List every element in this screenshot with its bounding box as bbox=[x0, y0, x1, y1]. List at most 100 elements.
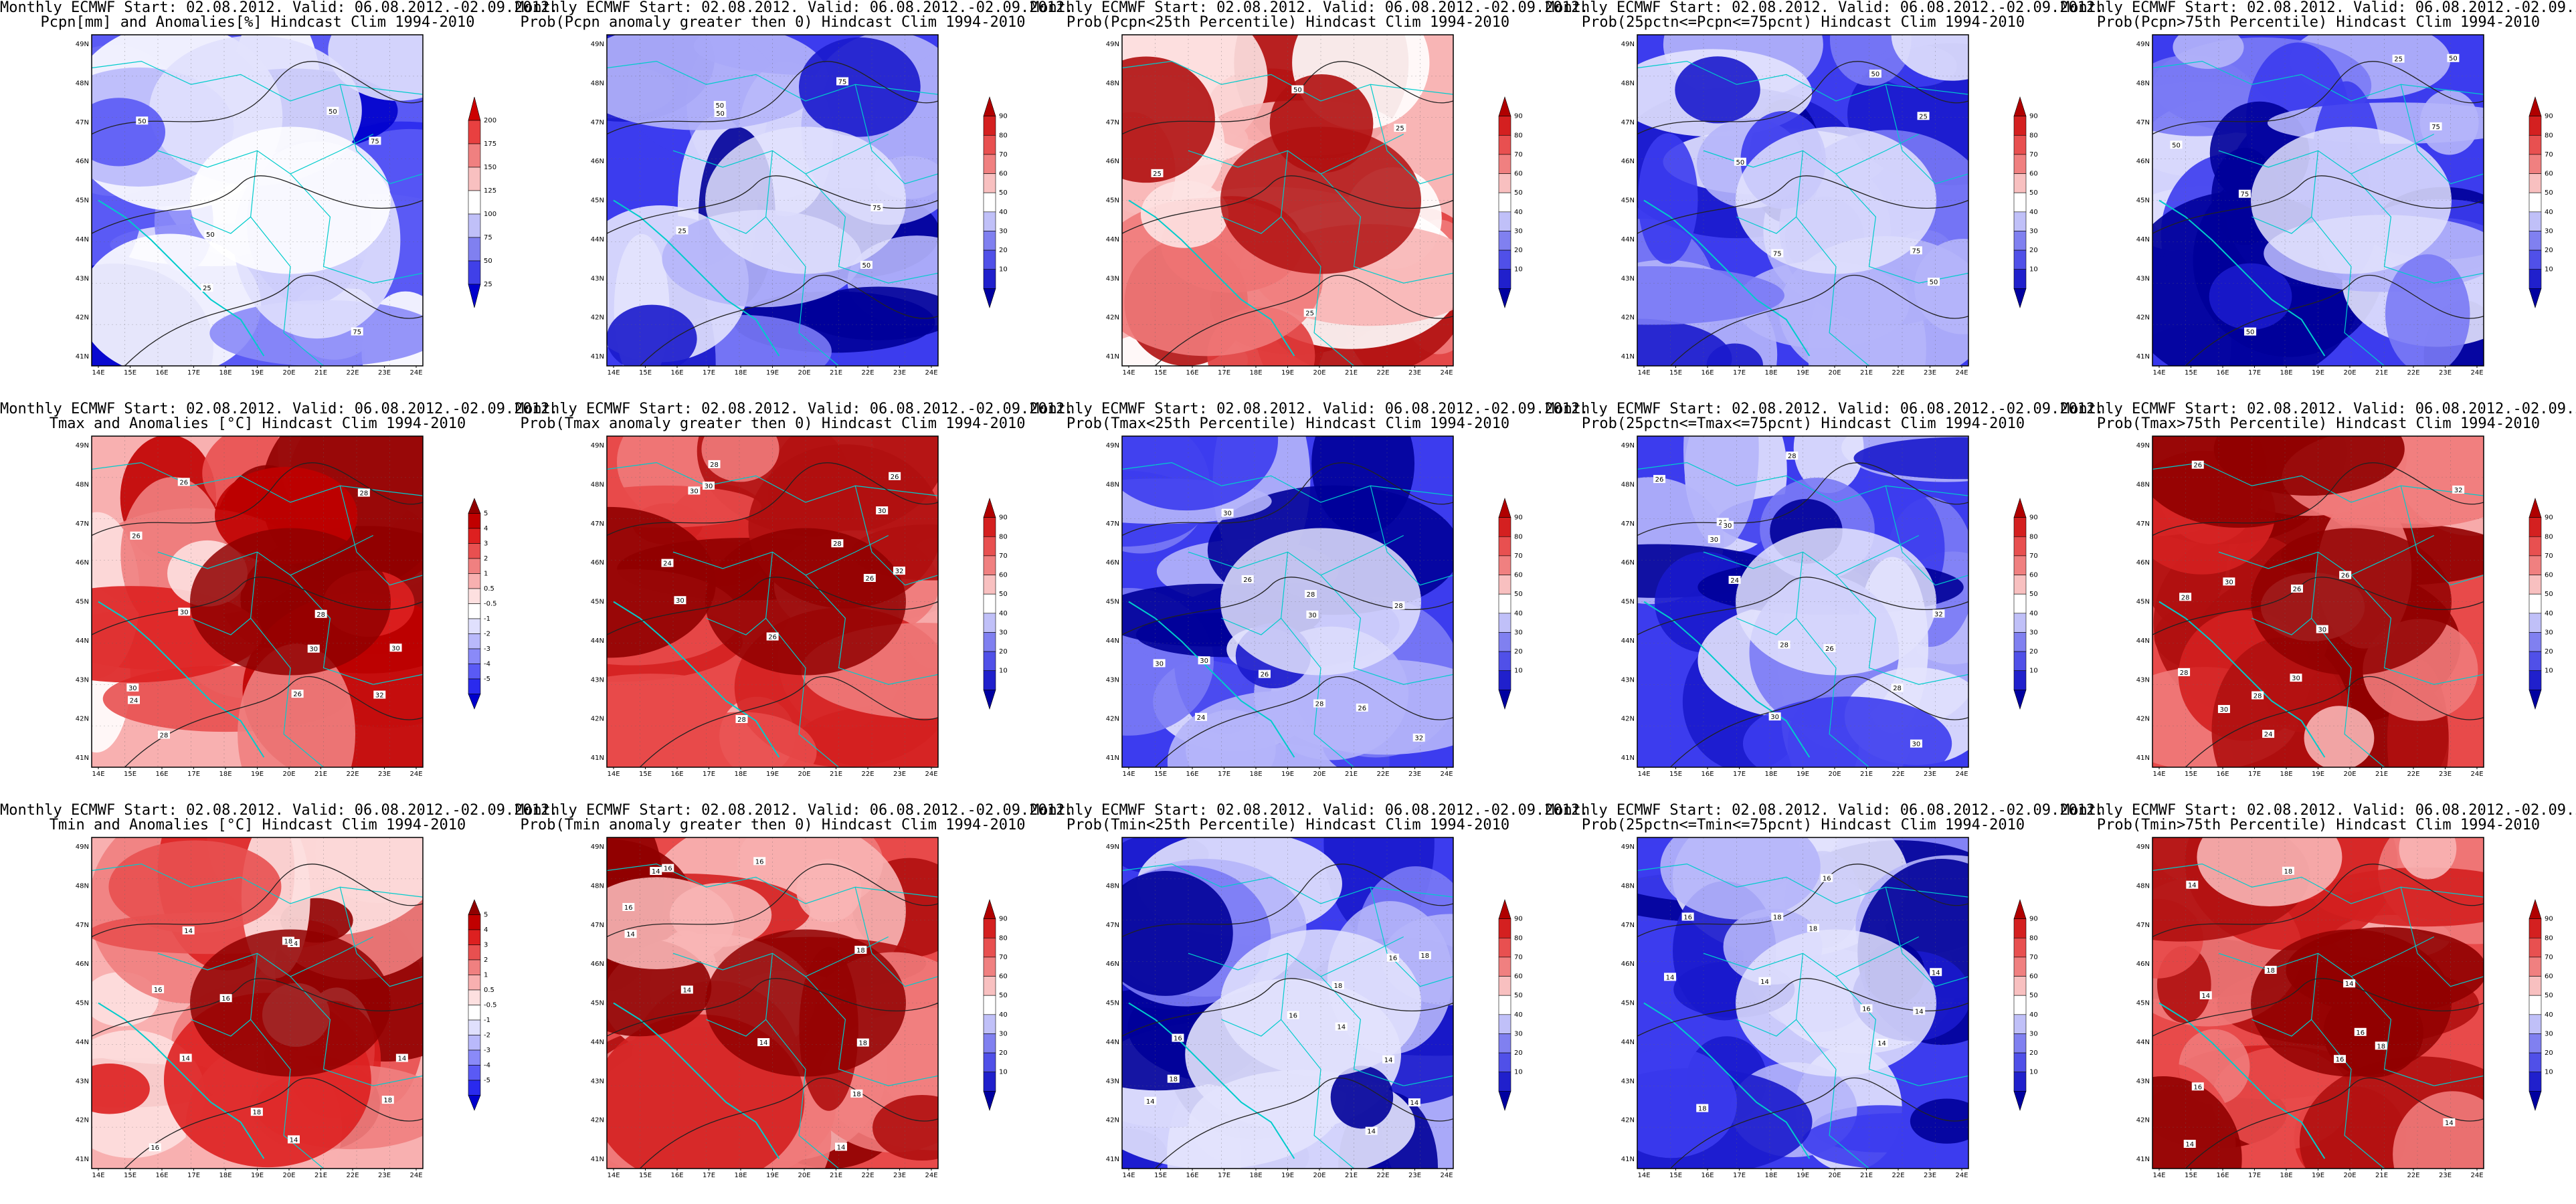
colorbar-segment bbox=[1498, 670, 1511, 690]
colorbar-label: 40 bbox=[1514, 209, 1523, 216]
lon-tick-label: 23E bbox=[378, 771, 391, 778]
lon-tick-label: 22E bbox=[346, 1172, 359, 1179]
colorbar-label: 5 bbox=[484, 510, 488, 518]
contour-label: 14 bbox=[757, 1038, 770, 1047]
contour-label: 26 bbox=[1823, 643, 1836, 653]
svg-text:14: 14 bbox=[837, 1144, 846, 1151]
border-line bbox=[1736, 617, 1797, 635]
contour-label: 14 bbox=[1875, 1039, 1888, 1047]
colorbar-label: 60 bbox=[2545, 572, 2553, 579]
contour-label: 26 bbox=[2339, 571, 2352, 580]
colorbar-label: 50 bbox=[2545, 591, 2553, 598]
svg-text:75: 75 bbox=[1773, 251, 1782, 258]
lon-tick-label: 21E bbox=[830, 771, 842, 778]
colorbar-segment bbox=[983, 211, 996, 231]
lat-tick-label: 42N bbox=[2136, 716, 2150, 723]
contour-label: 75 bbox=[351, 327, 363, 336]
colorbar-segment bbox=[1498, 555, 1511, 575]
svg-text:28: 28 bbox=[1307, 591, 1315, 599]
colorbar-segment bbox=[468, 1049, 481, 1066]
lat-lon-grid bbox=[92, 837, 423, 1169]
contour-label: 16 bbox=[662, 864, 674, 873]
border-line bbox=[250, 150, 324, 366]
colorbar-label: 60 bbox=[2029, 171, 2038, 178]
shaded-field bbox=[92, 35, 423, 366]
svg-text:18: 18 bbox=[1773, 914, 1782, 921]
colorbar-label: 10 bbox=[2029, 1069, 2038, 1076]
svg-text:18: 18 bbox=[1809, 925, 1817, 932]
colorbar: 90 80 70 60 50 40 30 20 10 bbox=[2528, 898, 2553, 1112]
lon-tick-label: 24E bbox=[2470, 369, 2483, 377]
colorbar-segment bbox=[468, 1005, 481, 1021]
border-line bbox=[2218, 133, 2435, 175]
contour-label: 14 bbox=[624, 930, 637, 938]
lat-tick-label: 46N bbox=[76, 961, 89, 968]
lat-tick-label: 48N bbox=[2136, 882, 2150, 890]
lon-tick-label: 19E bbox=[766, 1172, 779, 1179]
border-line bbox=[672, 534, 889, 576]
border-line bbox=[1370, 84, 1453, 185]
panel-title-line2: Prob(Pcpn<25th Percentile) Hindcast Clim… bbox=[1066, 14, 1510, 31]
contour-line bbox=[1670, 676, 1968, 767]
svg-text:14: 14 bbox=[1384, 1057, 1393, 1064]
contour-label: 30 bbox=[1722, 520, 1734, 530]
border-line bbox=[1280, 552, 1354, 767]
panel-title-line1: Monthly ECMWF Start: 02.08.2012. Valid: … bbox=[1546, 401, 2104, 417]
contour-label: 50 bbox=[327, 106, 339, 116]
lon-tick-label: 14E bbox=[607, 369, 620, 377]
svg-text:16: 16 bbox=[154, 987, 163, 994]
colorbar-segment bbox=[2013, 231, 2027, 251]
colorbar: 90 80 70 60 50 40 30 20 10 bbox=[983, 96, 1008, 309]
colorbar-segment bbox=[2528, 918, 2542, 938]
panel-title-line2: Prob(25pctn<=Tmax<=75pcnt) Hindcast Clim… bbox=[1581, 415, 2025, 432]
field-blob bbox=[796, 858, 862, 922]
contour-label: 50 bbox=[2447, 54, 2460, 63]
colorbar-segment bbox=[468, 588, 481, 604]
contour-line bbox=[1637, 978, 1968, 1037]
contour-label: 26 bbox=[130, 531, 143, 540]
lon-tick-label: 19E bbox=[2312, 369, 2324, 377]
lon-tick-label: 18E bbox=[219, 771, 232, 778]
colorbar-segment bbox=[468, 678, 481, 694]
contour-label: 24 bbox=[128, 696, 141, 704]
svg-text:50: 50 bbox=[206, 231, 215, 239]
svg-text:16: 16 bbox=[151, 1144, 159, 1152]
colorbar-segment bbox=[983, 957, 996, 977]
contours bbox=[1637, 864, 1968, 1169]
colorbar-label: 80 bbox=[2029, 533, 2038, 540]
colorbar-label: 3 bbox=[484, 942, 488, 949]
colorbar-label: 70 bbox=[1514, 954, 1523, 961]
colorbar-segment bbox=[468, 618, 481, 634]
lat-tick-label: 41N bbox=[2136, 755, 2150, 762]
lat-tick-label: 47N bbox=[1106, 922, 1119, 929]
lat-tick-label: 44N bbox=[1106, 236, 1119, 243]
colorbar-label: 2 bbox=[484, 555, 488, 563]
country-borders bbox=[1122, 863, 1453, 1169]
colorbar: 90 80 70 60 50 40 30 20 10 bbox=[2013, 96, 2038, 309]
colorbar-label: 10 bbox=[2029, 668, 2038, 675]
colorbar-label: 5 bbox=[484, 912, 488, 919]
colorbar-label: 70 bbox=[2029, 954, 2038, 961]
lon-tick-label: 21E bbox=[1345, 771, 1358, 778]
contours bbox=[1637, 61, 1968, 366]
lon-tick-label: 21E bbox=[1860, 1172, 1873, 1179]
lon-tick-label: 17E bbox=[187, 369, 200, 377]
colorbar-label: 10 bbox=[2029, 266, 2038, 274]
contour-label: 30 bbox=[307, 644, 320, 654]
lon-tick-label: 15E bbox=[2185, 771, 2197, 778]
contour-label: 28 bbox=[831, 539, 844, 548]
border-line bbox=[1188, 534, 1404, 576]
colorbar-segment bbox=[2013, 918, 2027, 938]
lon-tick-label: 17E bbox=[2248, 369, 2261, 377]
colorbar-segment bbox=[1498, 632, 1511, 652]
contour-line bbox=[1637, 864, 1968, 938]
border-line bbox=[2400, 486, 2484, 586]
contour-line bbox=[2185, 1077, 2484, 1169]
contour-line bbox=[2152, 462, 2484, 536]
lon-tick-label: 15E bbox=[639, 369, 652, 377]
contour-label: 30 bbox=[688, 486, 701, 495]
lon-tick-label: 21E bbox=[2375, 369, 2388, 377]
svg-text:24: 24 bbox=[663, 561, 672, 568]
contour-label: 16 bbox=[152, 985, 165, 994]
contour-label: 16 bbox=[2334, 1055, 2347, 1064]
